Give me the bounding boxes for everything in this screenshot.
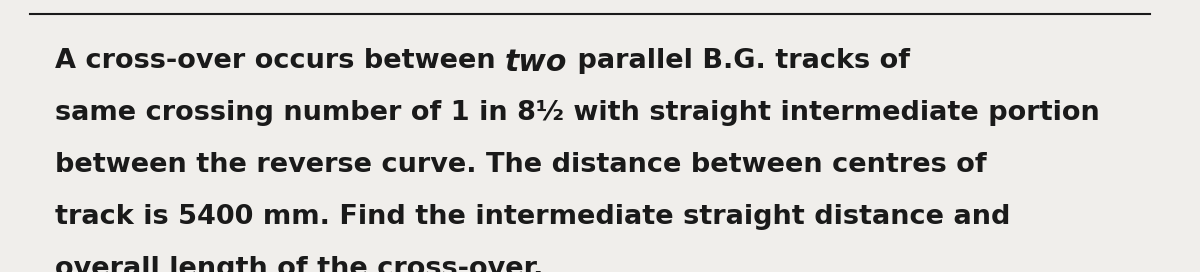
Text: A cross-over occurs between: A cross-over occurs between (55, 48, 505, 74)
Text: overall length of the cross-over.: overall length of the cross-over. (55, 256, 544, 272)
Text: track is 5400 mm. Find the intermediate straight distance and: track is 5400 mm. Find the intermediate … (55, 204, 1010, 230)
Text: two: two (505, 48, 568, 77)
Text: parallel B.G. tracks of: parallel B.G. tracks of (568, 48, 910, 74)
Text: same crossing number of 1 in 8½ with straight intermediate portion: same crossing number of 1 in 8½ with str… (55, 100, 1099, 126)
Text: between the reverse curve. The distance between centres of: between the reverse curve. The distance … (55, 152, 986, 178)
